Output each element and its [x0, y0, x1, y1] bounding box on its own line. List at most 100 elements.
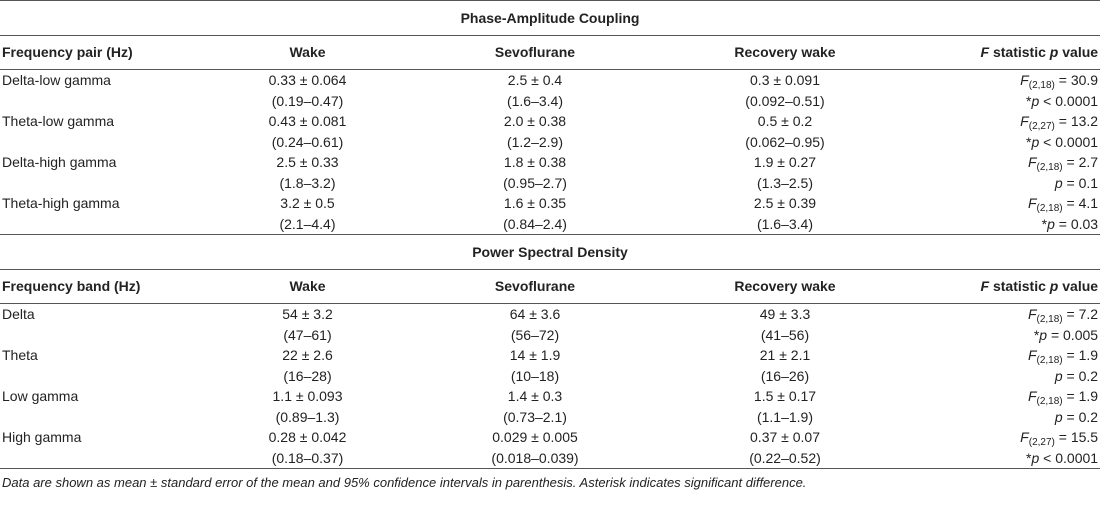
wake-mean: 0.43 ± 0.081: [268, 113, 347, 129]
wake-cell: 0.33 ± 0.064 (0.19–0.47): [205, 70, 410, 112]
p-value-text: = 0.03: [1054, 215, 1099, 232]
sevo-ci: (56–72): [510, 326, 560, 343]
recovery-ci: (0.22–0.52): [749, 449, 821, 466]
f-value: = 4.1: [1062, 195, 1099, 211]
recovery-cell: 21 ± 2.1 (16–26): [660, 345, 910, 386]
recovery-ci: (41–56): [760, 326, 810, 343]
recovery-mean: 0.3 ± 0.091: [750, 72, 820, 88]
row-label-text: Theta: [2, 347, 38, 363]
psd-header-f-statistic: F statistic p value: [910, 269, 1100, 304]
wake-mean: 0.28 ± 0.042: [268, 429, 347, 445]
psd-header-frequency-band: Frequency band (Hz): [0, 269, 205, 304]
p-value: p = 0.1: [1054, 174, 1099, 191]
psd-section-title: Power Spectral Density: [0, 234, 1100, 270]
sevo-mean: 1.4 ± 0.3: [507, 388, 563, 404]
wake-cell: 1.1 ± 0.093 (0.89–1.3): [205, 386, 410, 427]
sevo-ci: (10–18): [510, 367, 560, 384]
table-row: Theta-high gamma 3.2 ± 0.5 (2.1–4.4) 1.6 ± …: [0, 193, 1100, 235]
f-statistic-value: F(2,27) = 13.2: [1020, 113, 1099, 132]
recovery-cell: 1.9 ± 0.27 (1.3–2.5): [660, 152, 910, 193]
f-statistic-cell: F(2,27) = 13.2 *p < 0.0001: [910, 111, 1100, 152]
sevo-cell: 0.029 ± 0.005 (0.018–0.039): [410, 427, 660, 469]
f-value: = 1.9: [1062, 388, 1099, 404]
row-label: Delta-low gamma: [0, 70, 205, 112]
wake-cell: 0.28 ± 0.042 (0.18–0.37): [205, 427, 410, 469]
f-degrees-of-freedom: (2,27): [1028, 437, 1055, 448]
f-degrees-of-freedom: (2,18): [1036, 203, 1063, 214]
p-value: *p < 0.0001: [1026, 92, 1099, 109]
f-degrees-of-freedom: (2,18): [1036, 162, 1063, 173]
wake-ci: (16–28): [283, 367, 332, 384]
row-label-text: Theta-high gamma: [2, 195, 120, 211]
recovery-mean: 2.5 ± 0.39: [753, 195, 817, 211]
psd-header-recovery-wake: Recovery wake: [660, 269, 910, 304]
pac-header-frequency-pair: Frequency pair (Hz): [0, 35, 205, 70]
p-value-text: < 0.0001: [1039, 133, 1099, 150]
f-value: = 2.7: [1062, 154, 1099, 170]
wake-ci: (2.1–4.4): [279, 215, 336, 232]
sevo-cell: 1.8 ± 0.38 (0.95–2.7): [410, 152, 660, 193]
f-value: = 30.9: [1054, 72, 1099, 88]
table-row: Theta-low gamma 0.43 ± 0.081 (0.24–0.61) 2.…: [0, 111, 1100, 152]
significance-asterisk: *: [1041, 215, 1048, 232]
sevo-ci: (0.84–2.4): [503, 215, 567, 232]
row-label: Delta: [0, 304, 205, 346]
f-statistic-cell: F(2,18) = 1.9 p = 0.2: [910, 345, 1100, 386]
p-value-text: < 0.0001: [1039, 449, 1099, 466]
f-value: = 15.5: [1054, 429, 1099, 445]
row-label-text: Low gamma: [2, 388, 79, 404]
recovery-mean: 21 ± 2.1: [759, 347, 811, 363]
p-value: p = 0.2: [1054, 408, 1099, 425]
wake-ci: (0.19–0.47): [271, 92, 344, 109]
p-value: *p = 0.005: [1033, 326, 1099, 343]
sevo-ci: (0.95–2.7): [503, 174, 567, 191]
p-value: *p < 0.0001: [1026, 133, 1099, 150]
f-statistic-value: F(2,18) = 7.2: [1027, 306, 1099, 325]
sevo-cell: 1.4 ± 0.3 (0.73–2.1): [410, 386, 660, 427]
f-degrees-of-freedom: (2,18): [1028, 80, 1055, 91]
table-row: High gamma 0.28 ± 0.042 (0.18–0.37) 0.029 ±…: [0, 427, 1100, 469]
wake-mean: 2.5 ± 0.33: [276, 154, 339, 170]
table-row: Delta-low gamma 0.33 ± 0.064 (0.19–0.47) 2.…: [0, 70, 1100, 112]
pac-header-sevoflurane: Sevoflurane: [410, 35, 660, 70]
wake-cell: 22 ± 2.6 (16–28): [205, 345, 410, 386]
wake-ci: (1.8–3.2): [279, 174, 336, 191]
pac-header-wake: Wake: [205, 35, 410, 70]
row-label: Delta-high gamma: [0, 152, 205, 193]
recovery-ci: (1.3–2.5): [756, 174, 814, 191]
wake-cell: 54 ± 3.2 (47–61): [205, 304, 410, 346]
row-label: Theta: [0, 345, 205, 386]
recovery-ci: (0.092–0.51): [745, 92, 825, 109]
f-statistic-value: F(2,18) = 1.9: [1027, 347, 1099, 366]
wake-ci: (47–61): [283, 326, 332, 343]
recovery-cell: 0.5 ± 0.2 (0.062–0.95): [660, 111, 910, 152]
significance-asterisk: *: [1026, 92, 1032, 109]
p-value: *p < 0.0001: [1026, 449, 1099, 466]
sevo-mean: 1.6 ± 0.35: [503, 195, 567, 211]
wake-mean: 54 ± 3.2: [282, 306, 333, 322]
pac-header-f-statistic: F statistic p value: [910, 35, 1100, 70]
table-footnote: Data are shown as mean ± standard error …: [0, 468, 1100, 497]
pac-section-title-row: Phase-Amplitude Coupling: [0, 0, 1100, 36]
sevo-mean: 2.0 ± 0.38: [503, 113, 567, 129]
significance-asterisk: *: [1033, 326, 1040, 343]
f-statistic-cell: F(2,18) = 2.7 p = 0.1: [910, 152, 1100, 193]
wake-ci: (0.18–0.37): [271, 449, 344, 466]
f-statistic-cell: F(2,18) = 4.1 *p = 0.03: [910, 193, 1100, 235]
recovery-mean: 0.37 ± 0.07: [750, 429, 820, 445]
f-degrees-of-freedom: (2,27): [1028, 121, 1055, 132]
sevo-ci: (1.2–2.9): [506, 133, 564, 150]
f-statistic-value: F(2,27) = 15.5: [1020, 429, 1099, 448]
significance-asterisk: *: [1026, 449, 1032, 466]
f-value: = 1.9: [1062, 347, 1099, 363]
sevo-mean: 2.5 ± 0.4: [507, 72, 563, 88]
significance-asterisk: *: [1026, 133, 1032, 150]
footnote-row: Data are shown as mean ± standard error …: [0, 468, 1100, 497]
f-statistic-value: F(2,18) = 2.7: [1027, 154, 1099, 173]
wake-mean: 0.33 ± 0.064: [268, 72, 347, 88]
f-statistic-cell: F(2,18) = 1.9 p = 0.2: [910, 386, 1100, 427]
f-statistic-value: F(2,18) = 4.1: [1027, 195, 1099, 214]
sevo-cell: 64 ± 3.6 (56–72): [410, 304, 660, 346]
p-value: *p = 0.03: [1041, 215, 1099, 232]
f-statistic-cell: F(2,27) = 15.5 *p < 0.0001: [910, 427, 1100, 469]
